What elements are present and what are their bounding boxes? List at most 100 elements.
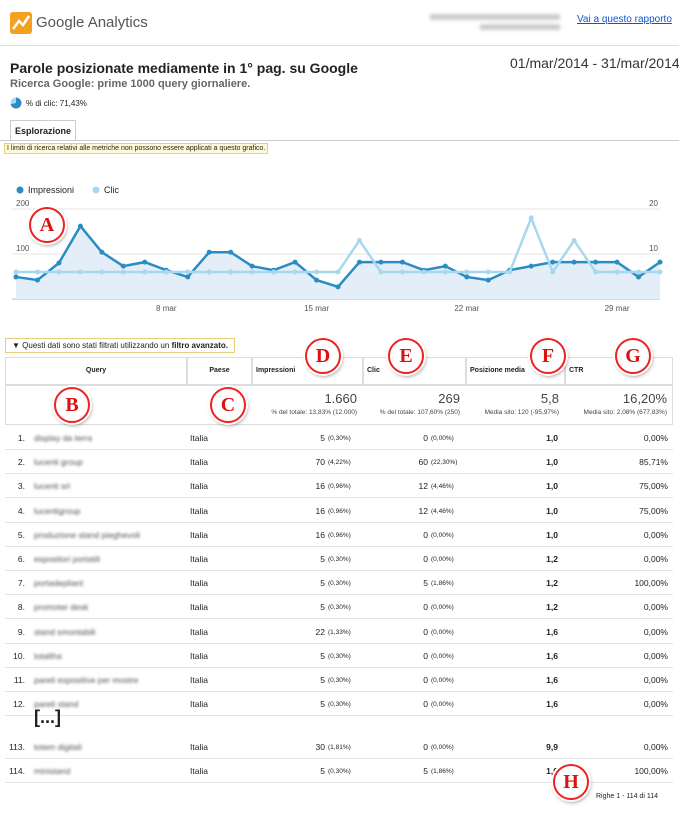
report-title: Parole posizionate mediamente in 1° pag.… bbox=[10, 60, 358, 76]
point bbox=[421, 269, 427, 275]
point bbox=[206, 269, 212, 275]
point bbox=[77, 269, 83, 275]
point bbox=[442, 263, 448, 269]
table-cell-box bbox=[5, 385, 673, 425]
divider bbox=[0, 140, 679, 141]
annotation-badge: E bbox=[388, 338, 424, 374]
logo-icon bbox=[10, 12, 32, 34]
area bbox=[16, 226, 660, 299]
point bbox=[185, 269, 191, 275]
point bbox=[550, 259, 556, 265]
row-number: 12. bbox=[13, 699, 25, 710]
row-number: 5. bbox=[17, 529, 25, 540]
avg-position: 1,6 bbox=[546, 699, 558, 710]
point bbox=[550, 269, 556, 275]
tab[interactable]: Esplorazione bbox=[10, 120, 76, 141]
account-blur bbox=[480, 24, 560, 30]
impressions-pct: (0,30%) bbox=[328, 556, 351, 563]
point bbox=[56, 269, 62, 275]
clicks: 0 bbox=[423, 742, 428, 752]
impressions: 30 bbox=[315, 742, 325, 752]
table-cell-box bbox=[5, 357, 187, 385]
query: stand smontabili bbox=[34, 626, 96, 637]
product-name: Google Analytics bbox=[36, 14, 148, 31]
row-number: 113. bbox=[9, 742, 25, 752]
x-tick-label: 8 mar bbox=[156, 304, 177, 313]
point bbox=[636, 274, 642, 280]
clicks-pct: (0,00%) bbox=[431, 556, 454, 563]
query: pareti stand bbox=[34, 699, 79, 710]
y2-tick-label: 10 bbox=[649, 244, 658, 253]
point bbox=[163, 269, 169, 275]
country: Italia bbox=[190, 433, 208, 443]
clicks: 0 bbox=[423, 554, 428, 564]
total-note: % del totale: 107,60% (250) bbox=[379, 409, 460, 416]
ctr: 0,00% bbox=[643, 626, 668, 637]
avg-position: 1,0 bbox=[546, 457, 558, 468]
report-link[interactable]: Vai a questo rapporto bbox=[577, 14, 672, 25]
row-number: 10. bbox=[13, 650, 25, 661]
ctr: 75,00% bbox=[639, 481, 668, 492]
clicks-pct: (4,46%) bbox=[431, 507, 454, 515]
row-number: 11. bbox=[13, 675, 25, 685]
filter-text: Questi dati sono stati filtrati utilizza… bbox=[22, 341, 170, 350]
row-line bbox=[5, 570, 673, 571]
row-line bbox=[5, 758, 673, 759]
country: Italia bbox=[190, 578, 208, 589]
total-note: Media sito: 2,08% (677,83%) bbox=[583, 409, 667, 416]
avg-position: 1,2 bbox=[546, 602, 558, 613]
point bbox=[249, 269, 255, 275]
ellipsis: [...] bbox=[34, 707, 61, 727]
total-note: Media sito: 120 (-95,97%) bbox=[484, 409, 559, 416]
impressions: 5 bbox=[320, 650, 325, 661]
row-line bbox=[5, 642, 673, 644]
clicks: 0 bbox=[423, 626, 428, 637]
impressions-pct: (0,96%) bbox=[328, 483, 351, 491]
clicks-pct: (0,00%) bbox=[431, 652, 454, 660]
country: Italia bbox=[190, 529, 208, 540]
row-number: 8. bbox=[17, 602, 25, 613]
impressions: 16 bbox=[315, 481, 325, 492]
point bbox=[614, 259, 620, 265]
ctr: 85,71% bbox=[639, 457, 668, 468]
country: Italia bbox=[190, 766, 208, 776]
country: Italia bbox=[190, 650, 208, 661]
annotation-badge: G bbox=[615, 338, 651, 374]
impressions: 16 bbox=[315, 529, 325, 540]
query: lucentigroup bbox=[34, 505, 81, 516]
date-range: 01/mar/2014 - 31/mar/2014 bbox=[510, 55, 679, 71]
row-number: 1. bbox=[17, 433, 25, 443]
point bbox=[378, 269, 384, 275]
total-value: 5,8 bbox=[540, 391, 559, 406]
filter-link: filtro avanzato. bbox=[171, 341, 229, 350]
impressions: 5 bbox=[320, 766, 325, 776]
impressions-pct: (0,30%) bbox=[328, 677, 351, 684]
account-blur bbox=[430, 14, 560, 20]
ctr: 100,00% bbox=[634, 766, 668, 776]
point bbox=[228, 249, 234, 255]
filter-icon: ▼ bbox=[12, 341, 23, 350]
legend-swatch bbox=[92, 186, 100, 194]
point bbox=[34, 277, 40, 283]
row-number: 3. bbox=[17, 481, 25, 492]
impressions: 70 bbox=[315, 457, 325, 468]
impressions-pct: (1,81%) bbox=[328, 744, 351, 751]
chart: 100 200 10 20 8 mar 15 mar 22 mar 29 mar Impress… bbox=[12, 185, 664, 313]
query: produzione stand pieghevoli bbox=[34, 529, 140, 540]
impressions-pct: (0,30%) bbox=[328, 580, 351, 588]
point bbox=[77, 223, 83, 229]
ctr: 0,00% bbox=[643, 529, 668, 540]
y-tick-label: 100 bbox=[16, 244, 30, 253]
report-subtitle: Ricerca Google: prime 1000 query giornal… bbox=[10, 78, 251, 90]
point bbox=[636, 269, 642, 275]
avg-position: 1,0 bbox=[546, 766, 558, 776]
point bbox=[571, 259, 577, 265]
point bbox=[399, 259, 405, 265]
ctr: 0,00% bbox=[643, 742, 668, 752]
legend-label: Clic bbox=[104, 185, 119, 195]
clicks-pct: (0,00%) bbox=[431, 435, 454, 442]
ctr: 0,00% bbox=[643, 650, 668, 661]
row-number: 114. bbox=[9, 766, 25, 776]
row-line bbox=[5, 521, 673, 523]
